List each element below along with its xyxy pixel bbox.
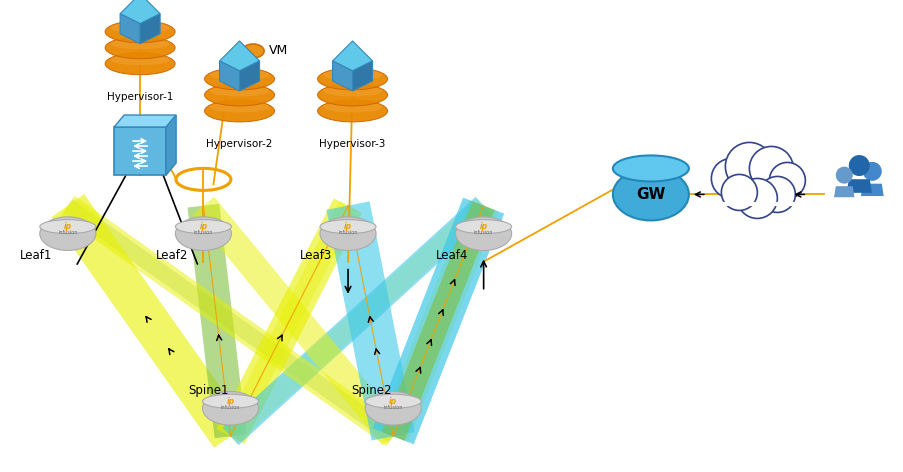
- Text: infusion: infusion: [383, 405, 403, 410]
- Ellipse shape: [204, 68, 275, 90]
- Polygon shape: [63, 199, 397, 443]
- Polygon shape: [61, 196, 400, 446]
- Polygon shape: [219, 61, 239, 91]
- Ellipse shape: [612, 155, 688, 181]
- Ellipse shape: [204, 84, 275, 106]
- Ellipse shape: [322, 69, 382, 80]
- Text: Hypervisor-1: Hypervisor-1: [107, 92, 173, 102]
- Polygon shape: [51, 194, 247, 448]
- FancyBboxPatch shape: [114, 127, 166, 175]
- Ellipse shape: [209, 69, 269, 80]
- Polygon shape: [378, 200, 498, 442]
- Polygon shape: [372, 198, 504, 444]
- Circle shape: [721, 175, 757, 211]
- Ellipse shape: [175, 219, 231, 234]
- Polygon shape: [166, 115, 176, 175]
- Circle shape: [749, 146, 793, 190]
- Polygon shape: [216, 198, 362, 444]
- Polygon shape: [860, 184, 883, 196]
- Ellipse shape: [322, 101, 382, 112]
- Circle shape: [848, 155, 869, 176]
- Polygon shape: [382, 201, 494, 441]
- Text: ip: ip: [227, 397, 234, 406]
- Ellipse shape: [455, 219, 511, 234]
- Ellipse shape: [320, 217, 376, 251]
- Polygon shape: [120, 14, 140, 44]
- Text: infusion: infusion: [220, 405, 240, 410]
- Text: Hypervisor-3: Hypervisor-3: [319, 139, 386, 149]
- Text: ip: ip: [389, 397, 396, 406]
- Polygon shape: [846, 179, 870, 193]
- Ellipse shape: [105, 53, 175, 75]
- Ellipse shape: [209, 85, 269, 96]
- Ellipse shape: [365, 391, 421, 425]
- Text: infusion: infusion: [338, 230, 358, 235]
- Ellipse shape: [202, 394, 258, 408]
- Text: Leaf4: Leaf4: [435, 249, 468, 262]
- Ellipse shape: [322, 85, 382, 96]
- Ellipse shape: [40, 217, 96, 251]
- Text: ip: ip: [200, 222, 207, 231]
- Polygon shape: [332, 61, 352, 91]
- Ellipse shape: [105, 21, 175, 43]
- Polygon shape: [192, 197, 404, 445]
- Ellipse shape: [110, 22, 170, 33]
- Polygon shape: [224, 198, 489, 444]
- Text: Leaf1: Leaf1: [20, 249, 52, 262]
- Polygon shape: [221, 201, 357, 441]
- Ellipse shape: [455, 217, 511, 251]
- Polygon shape: [239, 61, 259, 91]
- Polygon shape: [187, 204, 247, 438]
- Ellipse shape: [320, 219, 376, 234]
- Circle shape: [759, 177, 795, 212]
- Ellipse shape: [612, 169, 688, 220]
- Ellipse shape: [40, 219, 96, 234]
- Text: ip: ip: [344, 222, 351, 231]
- Polygon shape: [222, 197, 491, 445]
- Polygon shape: [352, 61, 372, 91]
- Circle shape: [711, 159, 750, 198]
- Ellipse shape: [110, 54, 170, 65]
- Ellipse shape: [365, 394, 421, 408]
- Polygon shape: [114, 115, 176, 127]
- Ellipse shape: [209, 101, 269, 112]
- Text: infusion: infusion: [473, 230, 493, 235]
- Ellipse shape: [105, 37, 175, 59]
- Ellipse shape: [317, 68, 387, 90]
- Circle shape: [861, 162, 880, 181]
- Polygon shape: [332, 41, 372, 71]
- Text: Leaf3: Leaf3: [300, 249, 332, 262]
- Text: infusion: infusion: [58, 230, 78, 235]
- Polygon shape: [120, 0, 160, 24]
- Polygon shape: [140, 14, 160, 44]
- Ellipse shape: [317, 84, 387, 106]
- Text: ip: ip: [479, 222, 487, 231]
- Text: infusion: infusion: [193, 230, 213, 235]
- Ellipse shape: [242, 44, 264, 58]
- Ellipse shape: [204, 100, 275, 122]
- Text: Spine1: Spine1: [189, 384, 228, 397]
- Circle shape: [737, 178, 777, 219]
- Ellipse shape: [317, 100, 387, 122]
- Circle shape: [835, 167, 852, 184]
- Polygon shape: [833, 186, 853, 197]
- Text: Leaf2: Leaf2: [155, 249, 188, 262]
- Polygon shape: [326, 202, 414, 440]
- Text: VM: VM: [269, 44, 288, 58]
- Text: Hypervisor-2: Hypervisor-2: [206, 139, 273, 149]
- Polygon shape: [219, 41, 259, 71]
- Text: GW: GW: [636, 187, 665, 202]
- Ellipse shape: [175, 217, 231, 251]
- Circle shape: [768, 162, 805, 198]
- Ellipse shape: [202, 391, 258, 425]
- Text: Spine2: Spine2: [351, 384, 391, 397]
- Ellipse shape: [110, 38, 170, 49]
- Text: ip: ip: [64, 222, 71, 231]
- Circle shape: [724, 143, 772, 190]
